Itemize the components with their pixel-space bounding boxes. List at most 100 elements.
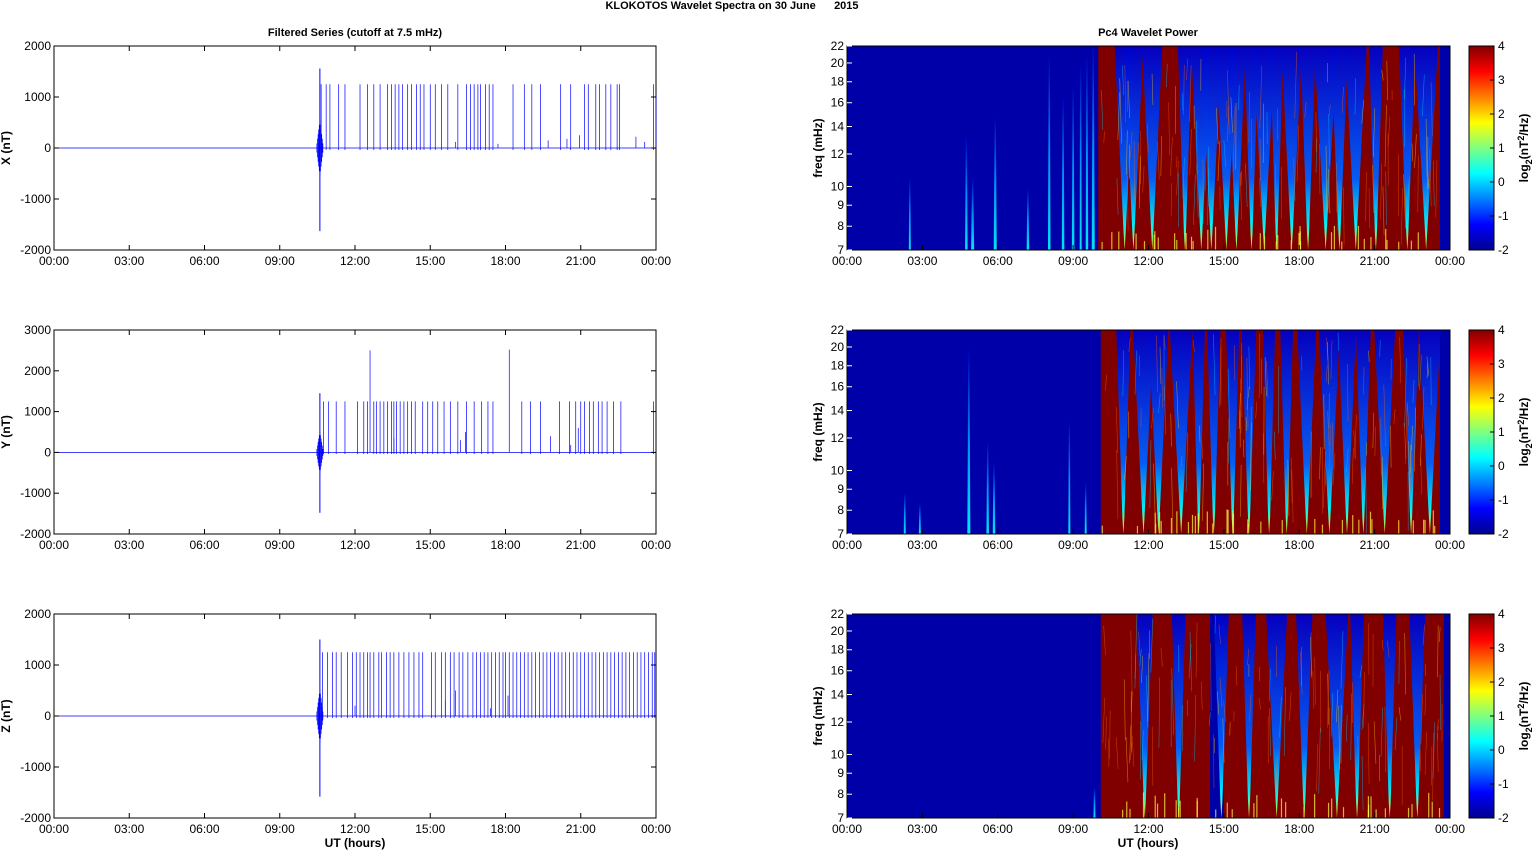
heatmap-low-power-notch [1314,46,1338,250]
heatmap-striation [1219,347,1222,408]
heatmap-striation [1170,137,1173,176]
x-tick-label: 00:00 [832,254,862,268]
heatmap-low-power-notch [1226,330,1240,534]
heatmap-striation [1134,653,1137,689]
heatmap-striation [1426,356,1430,376]
x-tick-label: 06:00 [983,822,1013,836]
colorbar-label-part: (nT [1517,140,1531,159]
heatmap-striation [1351,447,1354,484]
heatmap-weak-streak [993,117,997,250]
right-column-title: Pc4 Wavelet Power [1098,27,1199,39]
x-tick-label: 00:00 [641,254,671,268]
heatmap-striation [1258,178,1262,207]
heatmap-weak-streak [1026,188,1030,250]
heatmap-striation [1332,453,1336,486]
heatmap-striation [1176,156,1178,168]
x-axis-label-left: UT (hours) [325,836,386,850]
figure-title: KLOKOTOS Wavelet Spectra on 30 June 2015 [605,0,858,12]
x-tick-label: 03:00 [114,538,144,552]
heatmap-striation [1372,108,1376,157]
heatmap-low-power-notch [1226,46,1246,250]
colorbar-tick-label: 2 [1498,675,1505,689]
y-tick-label: 2000 [24,607,51,621]
heatmap-striation [1181,93,1184,111]
freq-tick-label: 9 [837,482,844,496]
heatmap-striation [1117,92,1120,141]
heatmap-striation [1157,141,1160,180]
heatmap-striation [1227,368,1231,439]
heatmap-striation [1384,105,1387,167]
heatmap-weak-streak [1093,787,1096,818]
heatmap-striation [1372,412,1374,449]
heatmap-striation [1248,346,1251,390]
colorbar-tick-label: 1 [1498,425,1505,439]
heatmap-striation [1127,80,1130,118]
heatmap-striation [1249,694,1252,722]
heatmap-striation [1192,340,1195,352]
heatmap-striation [1345,714,1348,742]
y-tick-label: 1000 [24,90,51,104]
heatmap-striation [1380,163,1383,220]
colorbar-label-part: 2 [1516,420,1526,425]
heatmap-striation [1214,615,1216,634]
x-tick-label: 15:00 [1209,538,1239,552]
colorbar-tick-label: -1 [1498,777,1509,791]
y-tick-label: 0 [44,445,51,459]
heatmap-striation [1316,743,1319,792]
heatmap-striation [1386,640,1390,658]
x-tick-label: 12:00 [340,254,370,268]
heatmap-striation [1419,749,1422,771]
heatmap-striation [1122,350,1125,396]
heatmap-striation [1383,384,1386,447]
heatmap-striation [1346,448,1349,472]
x-tick-label: 15:00 [415,822,445,836]
heatmap-striation [1194,694,1197,762]
colorbar-tick-label: 2 [1498,107,1505,121]
x-tick-label: 06:00 [983,254,1013,268]
heatmap-low-power-notch [1207,330,1221,534]
heatmap-striation [1341,87,1344,113]
colorbar-tick-label: -1 [1498,493,1509,507]
heatmap-striation [1149,440,1152,508]
heatmap-striation [1336,689,1339,723]
heatmap-striation [1290,469,1293,504]
freq-tick-label: 10 [831,463,845,477]
y-tick-label: 1000 [24,405,51,419]
heatmap-low-power-notch [1116,330,1131,534]
heatmap-weak-streak [1091,46,1095,250]
freq-tick-label: 14 [831,120,845,134]
heatmap-striation [1374,426,1377,457]
heatmap-low-power-notch [1177,46,1192,250]
freq-axis-label: freq (mHz) [811,686,825,745]
freq-tick-label: 7 [837,811,844,825]
colorbar-tick-label: -1 [1498,209,1509,223]
y-axis-label: Z (nT) [0,699,13,732]
heatmap-striation [1314,657,1316,705]
heatmap-striation [1368,350,1370,362]
heatmap-striation [1248,386,1250,397]
x-tick-label: 00:00 [39,538,69,552]
colorbar-tick-label: -2 [1498,527,1509,541]
heatmap-striation [1130,742,1133,760]
heatmap-striation [1193,174,1196,225]
freq-tick-label: 8 [837,503,844,517]
x-tick-label: 18:00 [1284,254,1314,268]
heatmap-striation [1304,101,1307,118]
heatmap-striation [1413,53,1416,106]
colorbar-tick-label: 0 [1498,175,1505,189]
x-tick-label: 09:00 [265,822,295,836]
heatmap-striation [1189,128,1192,176]
heatmap-striation [1350,693,1352,761]
heatmap-low-power-notch [1169,330,1193,534]
heatmap-weak-streak [1048,56,1051,250]
x-tick-label: 09:00 [265,254,295,268]
x-tick-label: 03:00 [907,822,937,836]
heatmap-striation [1404,632,1406,695]
y-tick-label: 2000 [24,39,51,53]
x-tick-label: 09:00 [1058,538,1088,552]
heatmap-striation [1180,456,1183,467]
heatmap-striation [1218,624,1221,645]
